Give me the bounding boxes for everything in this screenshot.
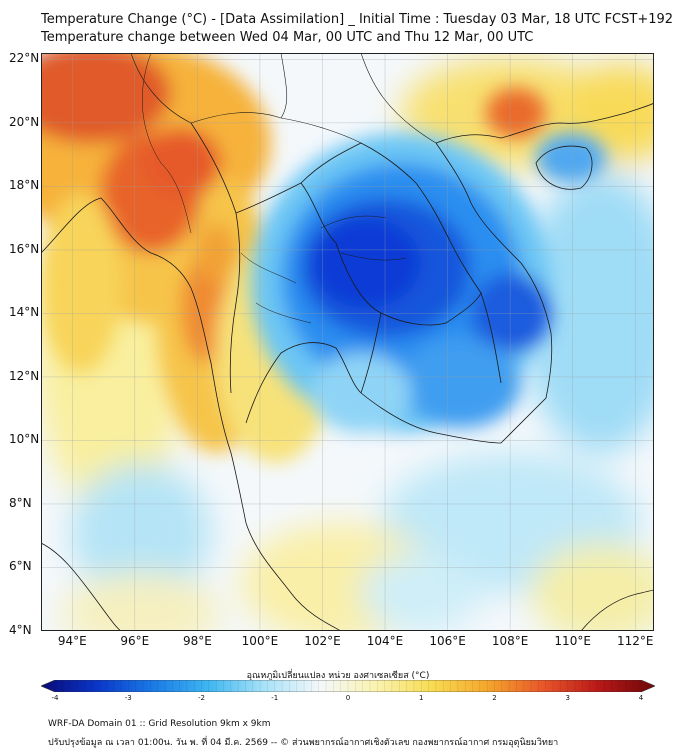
coastline-sumatra xyxy=(41,542,122,631)
cool-zone-hainan xyxy=(536,133,606,183)
colorbar-tick-label: -1 xyxy=(271,694,279,702)
hot-zone-northwest xyxy=(41,53,171,143)
warm-zone-southwest-sea xyxy=(61,573,221,631)
footer-update-info: ปรับปรุงข้อมูล ณ เวลา 01:00น. วัน พ. ที่… xyxy=(48,738,559,748)
map-gridlines xyxy=(41,53,654,631)
longitude-label: 102°E xyxy=(304,634,341,648)
colorbar-tick-label: 0 xyxy=(345,694,351,702)
colorbar-tick-label: 4 xyxy=(638,694,644,702)
coastline-malay-peninsula xyxy=(245,522,342,631)
temperature-change-map xyxy=(41,53,654,631)
longitude-label: 98°E xyxy=(182,634,212,648)
latitude-label: 20°N xyxy=(9,114,40,129)
latitude-label: 6°N xyxy=(9,559,32,574)
coastline-gulf-of-tonkin xyxy=(435,102,654,144)
title-line-2: Temperature change between Wed 04 Mar, 0… xyxy=(41,30,534,45)
cold-zone-east xyxy=(471,273,551,353)
hot-zone-gulf-of-tonkin xyxy=(486,88,546,138)
hot-zone-shan xyxy=(141,128,221,198)
colorbar-tick-label: -2 xyxy=(198,694,205,702)
longitude-label: 112°E xyxy=(616,634,654,648)
borders-thai-provinces xyxy=(240,252,312,324)
latitude-label: 8°N xyxy=(9,495,32,510)
colorbar-tick-label: -3 xyxy=(124,694,132,702)
border-thailand-laos xyxy=(235,182,382,314)
coastline-hainan xyxy=(535,145,593,190)
colorbar-tick-label: -4 xyxy=(51,694,59,702)
warm-zone-tenasserim-north xyxy=(196,223,236,283)
cool-zone-south-china-sea xyxy=(521,173,654,453)
longitude-label: 104°E xyxy=(366,634,404,648)
cool-zone-cambodia-south xyxy=(401,338,521,428)
border-cambodia xyxy=(380,291,502,384)
border-china xyxy=(280,53,288,119)
latitude-label: 10°N xyxy=(9,432,40,447)
colorbar-divisions xyxy=(54,680,642,692)
cold-zone-core xyxy=(311,218,421,308)
latitude-label: 18°N xyxy=(9,178,40,193)
border-myanmar-thailand xyxy=(190,122,241,394)
colorbar-gradient xyxy=(41,680,655,692)
title-line-1: Temperature Change (°C) - [Data Assimila… xyxy=(41,12,674,27)
coastline-borneo xyxy=(580,589,654,631)
warm-zone-southwest xyxy=(71,463,211,603)
temperature-field-cold xyxy=(251,133,606,433)
border-vietnam-china xyxy=(360,53,437,144)
longitude-label: 100°E xyxy=(241,634,279,648)
latitude-label: 12°N xyxy=(9,368,40,383)
warm-zone-east-sea xyxy=(531,543,654,631)
warm-zone-bay-of-bengal xyxy=(41,193,121,373)
latitude-label: 16°N xyxy=(9,241,40,256)
coastline-cambodia-vietnam xyxy=(360,142,553,444)
longitude-label: 108°E xyxy=(491,634,529,648)
border-thailand-cambodia xyxy=(360,312,382,394)
country-borders xyxy=(41,53,654,631)
borders-northern-provinces xyxy=(130,53,362,144)
colorbar-tick-label: 2 xyxy=(492,694,497,702)
latitude-label: 4°N xyxy=(9,623,32,637)
longitude-label: 110°E xyxy=(554,634,591,648)
border-laos-vietnam xyxy=(300,142,482,294)
borders-laos-provinces xyxy=(320,215,407,261)
coastline-gulf-of-thailand xyxy=(245,342,362,424)
colorbar xyxy=(41,680,655,692)
longitude-label: 94°E xyxy=(57,634,87,648)
footer-domain-info: WRF-DA Domain 01 :: Grid Resolution 9km … xyxy=(48,719,271,729)
longitude-label: 106°E xyxy=(429,634,466,648)
latitude-label: 22°N xyxy=(9,51,40,66)
borders-myanmar-states xyxy=(142,53,192,234)
colorbar-tick-label: 3 xyxy=(565,694,570,702)
map-frame xyxy=(41,53,654,631)
colorbar-title: อุณหภูมิเปลี่ยนแปลง หน่วย องศาเซลเซียส (… xyxy=(246,671,430,681)
longitude-label: 96°E xyxy=(120,634,150,648)
cool-zone-south xyxy=(361,553,481,631)
colorbar-tick-label: 1 xyxy=(419,694,424,702)
coastline-myanmar xyxy=(41,197,247,524)
latitude-label: 14°N xyxy=(9,305,40,320)
